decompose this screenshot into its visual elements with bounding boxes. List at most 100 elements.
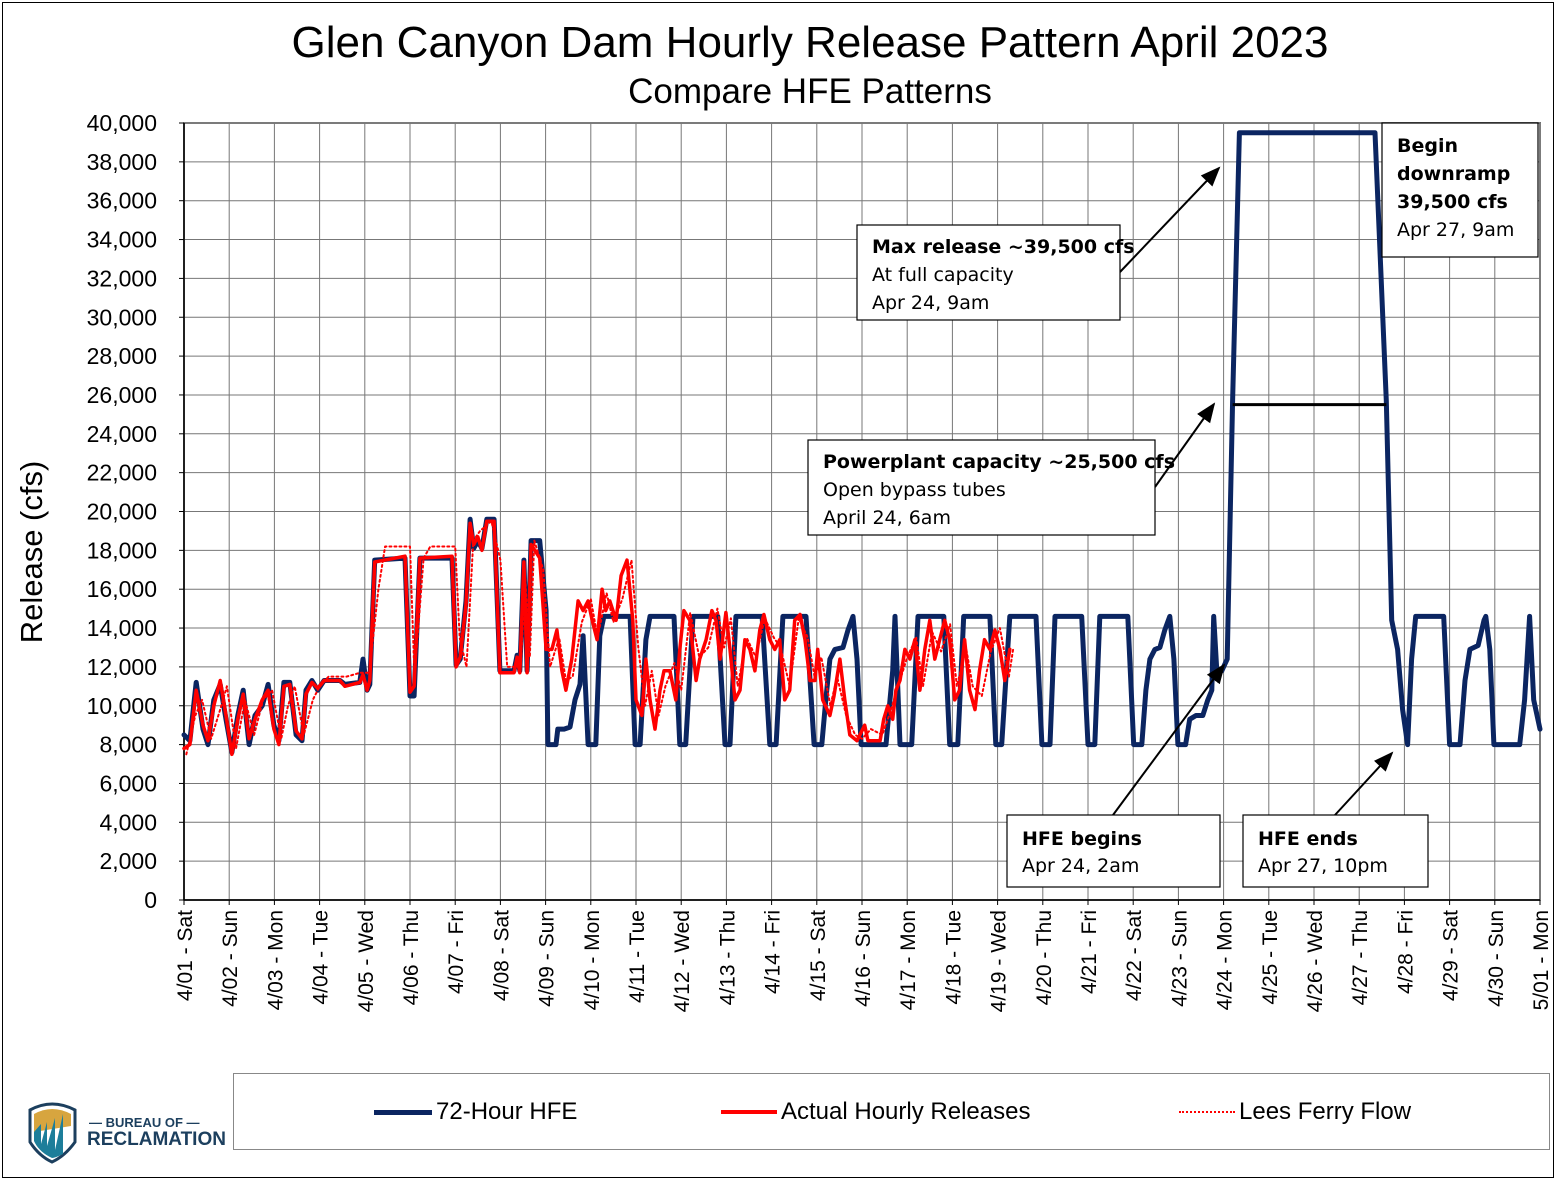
y-tick-label: 24,000 <box>87 421 157 447</box>
x-tick-label: 4/19 - Wed <box>988 910 1011 1012</box>
y-tick-label: 40,000 <box>87 110 157 136</box>
y-tick-label: 36,000 <box>87 188 157 214</box>
max-release-arrow <box>1119 166 1221 273</box>
legend: 72-Hour HFE Actual Hourly Releases Lees … <box>233 1073 1550 1150</box>
annotations: Max release ~39,500 cfs At full capacity… <box>807 122 1539 888</box>
callout-title: Begin <box>1397 135 1458 157</box>
x-tick-label: 4/12 - Wed <box>671 910 694 1012</box>
callout-text: April 24, 6am <box>823 507 951 529</box>
callout-text: At full capacity <box>872 264 1014 286</box>
x-tick-label: 4/05 - Wed <box>355 910 378 1012</box>
y-tick-label: 20,000 <box>87 499 157 525</box>
x-tick-label: 4/24 - Mon <box>1214 910 1237 1010</box>
chart-title: Glen Canyon Dam Hourly Release Pattern A… <box>291 18 1329 67</box>
callout-title: 39,500 cfs <box>1397 191 1508 213</box>
x-tick-label: 4/18 - Tue <box>942 910 965 1005</box>
x-tick-label: 4/15 - Sat <box>807 910 830 1001</box>
legend-label: Actual Hourly Releases <box>781 1098 1031 1125</box>
legend-swatch <box>374 1109 432 1115</box>
chart-subtitle: Compare HFE Patterns <box>628 72 992 111</box>
y-tick-label: 10,000 <box>87 693 157 719</box>
series-line-actual-hourly-releases <box>182 519 1012 757</box>
y-tick-label: 34,000 <box>87 227 157 253</box>
y-tick-label: 38,000 <box>87 149 157 175</box>
y-tick-label: 18,000 <box>87 537 157 563</box>
x-tick-label: 4/04 - Tue <box>310 910 333 1005</box>
logo-text-line1: — BUREAU OF — <box>89 1115 200 1130</box>
legend-item-72-hour-hfe: 72-Hour HFE <box>374 1098 577 1126</box>
x-tick-label: 4/29 - Sat <box>1440 910 1463 1001</box>
x-tick-label: 4/23 - Sun <box>1168 910 1191 1007</box>
y-axis-label: Release (cfs) <box>14 461 49 644</box>
x-tick-label: 4/13 - Thu <box>716 910 739 1005</box>
x-tick-label: 4/08 - Sat <box>490 910 513 1001</box>
callout-text: Open bypass tubes <box>823 479 1006 501</box>
logo-text-line2: RECLAMATION <box>87 1129 225 1150</box>
x-tick-label: 4/10 - Mon <box>581 910 604 1010</box>
reclamation-shield-icon: — BUREAU OF — RECLAMATION <box>28 1102 226 1164</box>
x-tick-label: 4/17 - Mon <box>897 910 920 1010</box>
callout-title: downramp <box>1397 163 1510 185</box>
x-tick-label: 4/26 - Wed <box>1304 910 1327 1012</box>
callout-text: Apr 24, 9am <box>872 292 989 314</box>
legend-label: Lees Ferry Flow <box>1239 1098 1412 1125</box>
hfe-begins-callout: HFE begins Apr 24, 2am <box>1006 814 1221 888</box>
x-tick-label: 4/25 - Tue <box>1259 910 1282 1005</box>
y-tick-label: 0 <box>144 887 157 913</box>
x-tick-label: 4/11 - Tue <box>626 910 649 1003</box>
x-tick-label: 4/02 - Sun <box>219 910 242 1007</box>
x-tick-label: 4/30 - Sun <box>1485 910 1508 1007</box>
x-tick-label: 4/07 - Fri <box>445 910 468 994</box>
max-release-callout: Max release ~39,500 cfs At full capacity… <box>856 224 1135 321</box>
callout-title: HFE ends <box>1258 828 1358 850</box>
x-tick-label: 4/21 - Fri <box>1078 910 1101 994</box>
hfe-ends-arrow <box>1334 751 1394 816</box>
legend-swatch <box>1179 1111 1235 1113</box>
y-tick-label: 28,000 <box>87 343 157 369</box>
x-tick-label: 4/20 - Thu <box>1033 910 1056 1005</box>
powerplant-callout: Powerplant capacity ~25,500 cfs Open byp… <box>807 439 1175 536</box>
y-tick-label: 6,000 <box>99 770 157 796</box>
series-group <box>181 130 1543 757</box>
y-tick-label: 12,000 <box>87 654 157 680</box>
callout-text: Apr 24, 2am <box>1022 855 1139 877</box>
x-tick-label: 5/01 - Mon <box>1530 910 1553 1010</box>
y-tick-label: 14,000 <box>87 615 157 641</box>
y-tick-label: 16,000 <box>87 576 157 602</box>
y-tick-label: 8,000 <box>99 732 157 758</box>
callout-title: HFE begins <box>1022 828 1142 850</box>
x-tick-label: 4/01 - Sat <box>174 910 197 1001</box>
y-axis-ticks: 0 2,000 4,000 6,000 8,000 10,000 12,000 14,000 1… <box>87 110 157 913</box>
y-tick-label: 4,000 <box>99 809 157 835</box>
x-tick-label: 4/16 - Sun <box>852 910 875 1007</box>
legend-label: 72-Hour HFE <box>436 1098 578 1125</box>
x-tick-label: 4/22 - Sat <box>1123 910 1146 1001</box>
y-tick-label: 2,000 <box>99 848 157 874</box>
x-tick-label: 4/14 - Fri <box>762 910 785 994</box>
callout-text: Apr 27, 10pm <box>1258 855 1388 877</box>
y-tick-label: 32,000 <box>87 265 157 291</box>
series-line-lees-ferry-flow <box>185 520 1015 756</box>
x-tick-label: 4/06 - Thu <box>400 910 423 1005</box>
legend-item-actual-hourly: Actual Hourly Releases <box>721 1098 1030 1126</box>
y-tick-label: 30,000 <box>87 304 157 330</box>
y-tick-label: 22,000 <box>87 460 157 486</box>
callout-title: Max release ~39,500 cfs <box>872 236 1135 258</box>
x-axis-ticks: 4/01 - Sat 4/02 - Sun 4/03 - Mon 4/04 - Tue… <box>174 910 1553 1013</box>
powerplant-arrow <box>1154 402 1216 488</box>
legend-item-lees-ferry: Lees Ferry Flow <box>1179 1098 1411 1126</box>
legend-swatch <box>721 1110 777 1114</box>
hfe-begins-arrow <box>1112 663 1226 816</box>
bureau-of-reclamation-logo: — BUREAU OF — RECLAMATION <box>25 1100 226 1165</box>
downramp-callout: Begin downramp 39,500 cfs Apr 27, 9am <box>1381 122 1539 258</box>
hfe-ends-callout: HFE ends Apr 27, 10pm <box>1242 814 1429 888</box>
x-tick-label: 4/27 - Thu <box>1349 910 1372 1005</box>
x-tick-label: 4/09 - Sun <box>536 910 559 1007</box>
y-tick-label: 26,000 <box>87 382 157 408</box>
callout-text: Apr 27, 9am <box>1397 219 1514 241</box>
x-tick-label: 4/28 - Fri <box>1394 910 1417 994</box>
x-tick-label: 4/03 - Mon <box>264 910 287 1010</box>
callout-title: Powerplant capacity ~25,500 cfs <box>823 451 1175 473</box>
